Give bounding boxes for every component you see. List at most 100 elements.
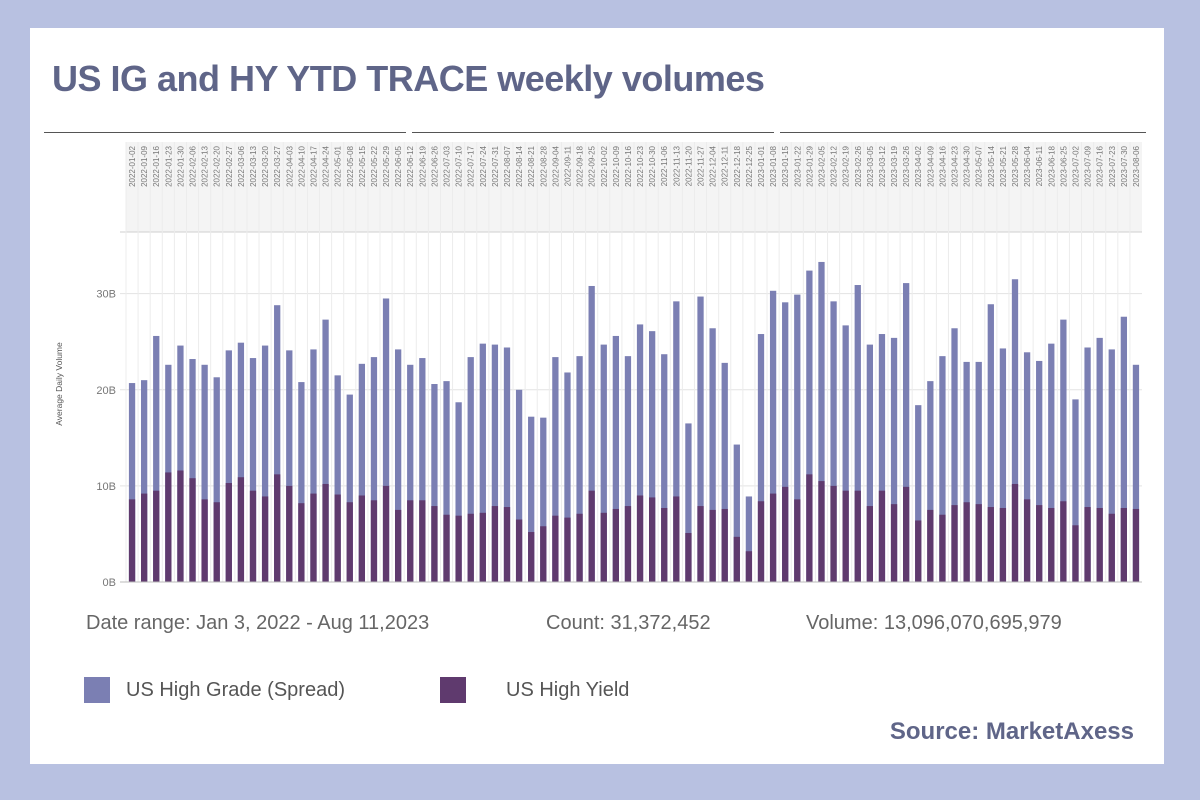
x-tick-label: 2022-10-23 bbox=[636, 145, 645, 186]
bar-high-yield bbox=[1084, 507, 1091, 582]
x-tick-label: 2023-07-30 bbox=[1120, 145, 1129, 186]
bar-high-yield bbox=[927, 509, 934, 582]
bar-high-grade bbox=[1132, 364, 1140, 582]
bar-high-grade bbox=[382, 298, 390, 582]
bar-high-grade bbox=[782, 302, 789, 582]
x-tick-label: 2022-12-25 bbox=[745, 145, 754, 186]
bar-high-grade bbox=[552, 357, 559, 582]
bar-high-yield bbox=[951, 505, 958, 582]
x-tick-label: 2022-04-10 bbox=[297, 145, 306, 186]
bar-high-grade bbox=[709, 328, 716, 582]
bar-high-yield bbox=[225, 483, 232, 582]
bar-high-yield bbox=[636, 495, 644, 582]
x-tick-label: 2022-09-11 bbox=[563, 145, 572, 186]
bar-high-yield bbox=[358, 495, 366, 582]
x-tick-label: 2022-10-02 bbox=[600, 145, 609, 186]
bar-high-yield bbox=[842, 490, 849, 582]
bar-high-grade bbox=[274, 305, 281, 582]
bar-high-yield bbox=[612, 508, 620, 582]
x-tick-label: 2023-03-05 bbox=[866, 145, 875, 186]
legend-label-high-yield: US High Yield bbox=[506, 678, 630, 701]
bar-high-yield bbox=[431, 506, 438, 582]
bar-high-yield bbox=[1048, 507, 1055, 582]
date-range-stat: Date range: Jan 3, 2022 - Aug 11,2023 bbox=[86, 612, 430, 634]
x-tick-label: 2022-03-13 bbox=[249, 145, 258, 186]
bar-high-yield bbox=[673, 496, 680, 582]
bar-high-yield bbox=[661, 507, 668, 582]
x-tick-label: 2023-05-07 bbox=[975, 145, 984, 186]
bar-high-yield bbox=[999, 507, 1007, 582]
x-tick-label: 2023-07-16 bbox=[1096, 145, 1105, 186]
x-tick-label: 2022-09-04 bbox=[551, 145, 560, 186]
x-tick-label: 2023-03-19 bbox=[890, 145, 899, 186]
bar-high-grade bbox=[600, 344, 607, 582]
bar-high-yield bbox=[491, 506, 499, 582]
x-tick-label: 2022-12-18 bbox=[733, 145, 742, 186]
bar-high-yield bbox=[177, 470, 184, 582]
x-tick-label: 2023-06-25 bbox=[1059, 145, 1068, 186]
bar-high-grade bbox=[733, 444, 740, 582]
x-tick-label: 2023-04-09 bbox=[926, 145, 935, 186]
x-tick-label: 2022-03-06 bbox=[237, 145, 246, 186]
bar-high-grade bbox=[177, 345, 184, 582]
bar-high-grade bbox=[963, 361, 970, 582]
bar-high-yield bbox=[939, 514, 946, 582]
bar-high-yield bbox=[455, 515, 462, 582]
bar-high-grade bbox=[322, 319, 329, 582]
x-tick-label: 2023-01-01 bbox=[757, 145, 766, 186]
bar-high-yield bbox=[128, 499, 136, 582]
bar-high-yield bbox=[721, 508, 728, 582]
x-tick-label: 2022-06-12 bbox=[406, 145, 415, 186]
x-tick-label: 2023-03-26 bbox=[902, 145, 911, 186]
x-tick-label: 2022-12-11 bbox=[721, 145, 730, 186]
bar-high-yield bbox=[322, 483, 329, 582]
x-tick-label: 2022-07-24 bbox=[479, 145, 488, 186]
bar-high-grade bbox=[769, 290, 777, 582]
bar-high-yield bbox=[528, 532, 535, 582]
y-axis-label: Average Daily Volume bbox=[54, 342, 64, 426]
source-credit: Source: MarketAxess bbox=[889, 718, 1134, 745]
bar-high-yield bbox=[806, 474, 813, 582]
bar-high-yield bbox=[564, 517, 571, 582]
bar-high-yield bbox=[769, 493, 777, 582]
bar-high-grade bbox=[455, 402, 462, 582]
x-tick-label: 2023-05-28 bbox=[1011, 145, 1020, 186]
x-tick-label: 2022-08-07 bbox=[503, 145, 512, 186]
bar-high-grade bbox=[1060, 319, 1067, 582]
bar-high-yield bbox=[370, 500, 378, 582]
x-tick-label: 2023-03-12 bbox=[878, 145, 887, 186]
bar-high-grade bbox=[636, 324, 644, 582]
bar-high-grade bbox=[370, 357, 378, 582]
bar-high-grade bbox=[419, 358, 426, 582]
chart-card: US IG and HY YTD TRACE weekly volumes 0B… bbox=[30, 28, 1164, 764]
y-tick-label: 20B bbox=[96, 385, 116, 397]
x-tick-label: 2023-02-05 bbox=[817, 145, 826, 186]
bar-high-yield bbox=[902, 486, 910, 582]
x-tick-label: 2022-10-09 bbox=[612, 145, 621, 186]
bar-high-yield bbox=[782, 486, 789, 582]
x-tick-label: 2023-02-26 bbox=[854, 145, 863, 186]
bar-high-grade bbox=[1011, 279, 1019, 582]
bar-high-yield bbox=[503, 507, 511, 582]
bar-high-grade bbox=[939, 356, 946, 582]
y-tick-label: 10B bbox=[96, 481, 116, 493]
x-tick-label: 2022-01-09 bbox=[140, 145, 149, 186]
x-tick-label: 2022-05-01 bbox=[334, 145, 343, 186]
bar-high-grade bbox=[854, 285, 861, 582]
x-tick-label: 2023-04-16 bbox=[938, 145, 947, 186]
bar-high-grade bbox=[237, 342, 245, 582]
bar-high-grade bbox=[286, 350, 293, 582]
x-tick-label: 2023-02-12 bbox=[830, 145, 839, 186]
bar-high-yield bbox=[213, 502, 220, 582]
bar-high-yield bbox=[1023, 499, 1031, 582]
x-tick-label: 2022-06-26 bbox=[430, 145, 439, 186]
x-tick-label: 2022-07-31 bbox=[491, 145, 500, 186]
bar-high-grade bbox=[745, 496, 753, 582]
bar-high-grade bbox=[890, 337, 898, 582]
bar-high-yield bbox=[346, 502, 353, 582]
x-tick-label: 2023-04-23 bbox=[951, 145, 960, 186]
bar-high-yield bbox=[310, 493, 317, 582]
bar-high-grade bbox=[1120, 316, 1128, 582]
bar-high-grade bbox=[358, 363, 366, 582]
x-tick-label: 2022-05-15 bbox=[358, 145, 367, 186]
